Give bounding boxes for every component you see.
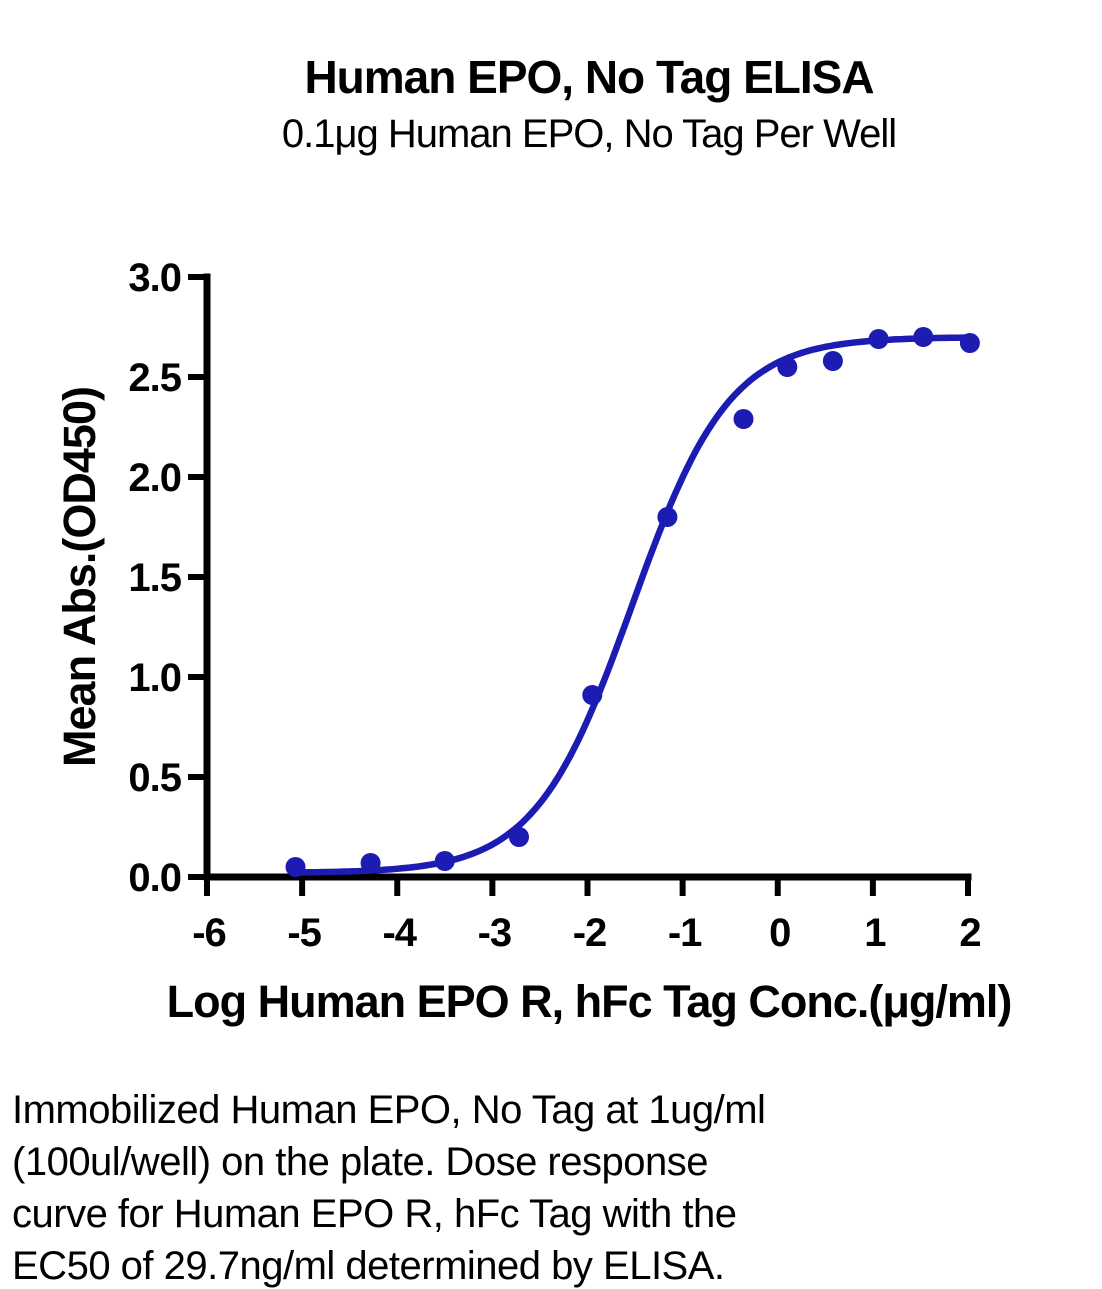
y-tick-label: 1.0 — [128, 656, 181, 700]
data-point — [657, 507, 678, 527]
x-tick-label: -3 — [478, 911, 512, 955]
caption-line: Immobilized Human EPO, No Tag at 1ug/ml — [12, 1088, 766, 1132]
y-tick-label: 3.0 — [128, 256, 181, 300]
data-point — [434, 851, 455, 871]
data-point — [822, 351, 843, 371]
x-tick-label: -6 — [192, 911, 226, 955]
data-point — [959, 333, 980, 353]
chart-subtitle: 0.1μg Human EPO, No Tag Per Well — [281, 112, 897, 156]
x-tick-label: -1 — [668, 911, 702, 955]
data-point — [868, 329, 889, 349]
x-tick-label: -4 — [382, 911, 417, 955]
caption-line: EC50 of 29.7ng/ml determined by ELISA. — [12, 1244, 725, 1288]
caption-line: curve for Human EPO R, hFc Tag with the — [12, 1192, 737, 1236]
x-tick-label: 0 — [769, 911, 790, 955]
y-axis-title: Mean Abs.(OD450) — [54, 387, 105, 767]
x-axis-title: Log Human EPO R, hFc Tag Conc.(μg/ml) — [166, 976, 1013, 1027]
y-tick-label: 0.5 — [128, 756, 181, 800]
data-point — [509, 827, 529, 847]
data-point — [733, 409, 754, 429]
data-point — [777, 357, 798, 377]
dose-response-curve — [292, 334, 974, 876]
y-tick-label: 2.0 — [128, 456, 181, 500]
x-tick-label: -2 — [573, 911, 607, 955]
caption: Immobilized Human EPO, No Tag at 1ug/ml … — [12, 1084, 766, 1289]
caption-line: (100ul/well) on the plate. Dose response — [12, 1140, 708, 1184]
chart-title: Human EPO, No Tag ELISA — [304, 51, 874, 103]
data-point — [360, 853, 381, 873]
y-tick-label: 1.5 — [128, 556, 181, 600]
x-tick-label: -5 — [287, 911, 321, 955]
data-point — [285, 857, 306, 877]
data-point — [913, 327, 934, 347]
x-tick-label: 2 — [959, 911, 980, 955]
y-tick-label: 0.0 — [128, 856, 181, 900]
y-tick-label: 2.5 — [128, 356, 181, 400]
data-point — [582, 685, 603, 705]
x-tick-label: 1 — [864, 911, 886, 955]
